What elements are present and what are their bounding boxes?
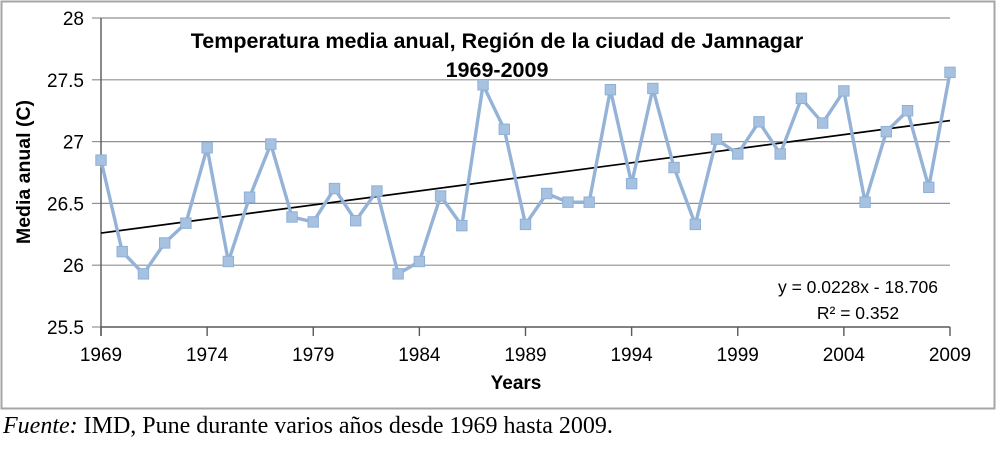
data-point-marker — [944, 66, 956, 79]
data-point-marker — [838, 85, 850, 97]
data-point-marker — [710, 133, 723, 145]
data-point-marker — [753, 116, 765, 128]
x-tick-label: 1974 — [186, 345, 229, 366]
data-point-marker — [158, 237, 171, 249]
data-point-marker — [498, 123, 510, 135]
data-point-marker — [201, 142, 213, 154]
source-text: IMD, Pune durante varios años desde 1969… — [77, 413, 613, 439]
chart-title-line1: Temperatura media anual, Región de la ci… — [191, 29, 804, 53]
y-tick-label: 25.5 — [47, 318, 84, 339]
x-axis-title: Years — [491, 373, 542, 394]
x-tick-label: 1999 — [717, 345, 759, 366]
data-point-marker — [116, 245, 128, 258]
data-point-marker — [647, 82, 659, 95]
data-point-marker — [328, 182, 341, 195]
x-tick-label: 2004 — [823, 345, 866, 366]
data-point-marker — [604, 83, 617, 96]
data-point-marker — [732, 148, 744, 160]
x-tick-label: 1984 — [398, 345, 441, 366]
source-caption: Fuente: IMD, Pune durante varios años de… — [3, 413, 993, 440]
data-point-marker — [371, 185, 383, 197]
y-tick-label: 27.5 — [47, 71, 84, 92]
y-tick-label: 28 — [63, 9, 84, 30]
x-tick-label: 1994 — [610, 345, 653, 366]
data-point-marker — [880, 126, 893, 138]
data-point-marker — [562, 196, 574, 208]
data-point-marker — [625, 177, 638, 190]
x-tick-label: 1969 — [80, 345, 122, 366]
data-point-marker — [222, 255, 235, 268]
data-point-marker — [265, 138, 277, 150]
data-point-marker — [774, 148, 786, 160]
chart-frame — [0, 0, 996, 410]
data-point-marker — [901, 105, 914, 117]
data-point-marker — [392, 268, 404, 280]
data-point-marker — [434, 190, 447, 202]
data-point-marker — [859, 196, 871, 208]
data-point-marker — [477, 79, 489, 91]
data-point-marker — [243, 191, 256, 203]
data-point-marker — [668, 161, 680, 174]
chart-title-line2: 1969-2009 — [446, 58, 549, 82]
x-tick-label: 1989 — [504, 345, 546, 366]
y-axis-title: Media anual (C) — [13, 100, 35, 244]
data-point-marker — [923, 181, 935, 194]
data-point-marker — [350, 215, 362, 227]
data-point-marker — [583, 196, 595, 208]
data-point-marker — [795, 92, 808, 105]
y-tick-label: 27 — [63, 133, 84, 154]
y-tick-label: 26.5 — [47, 194, 84, 215]
x-tick-label: 2009 — [929, 345, 971, 366]
data-point-marker — [137, 268, 150, 280]
trendline-equation: y = 0.0228x - 18.706 — [778, 277, 938, 297]
data-point-marker — [95, 154, 107, 166]
temperature-line-chart: 1969 1974 1979 1984 1989 1994 1999 2004 2009 25.5… — [0, 0, 996, 410]
x-tick-label: 1979 — [292, 345, 334, 366]
data-point-marker — [519, 218, 532, 231]
data-point-marker — [180, 217, 192, 229]
data-point-marker — [816, 117, 829, 129]
trendline-r-squared: R² = 0.352 — [817, 303, 899, 323]
data-point-marker — [689, 218, 701, 231]
data-point-marker — [413, 255, 426, 268]
y-tick-label: 26 — [63, 256, 84, 277]
source-label: Fuente: — [3, 413, 78, 439]
data-point-marker — [541, 187, 553, 200]
data-point-marker — [286, 211, 298, 223]
data-point-marker — [307, 216, 319, 228]
data-point-marker — [456, 219, 468, 232]
